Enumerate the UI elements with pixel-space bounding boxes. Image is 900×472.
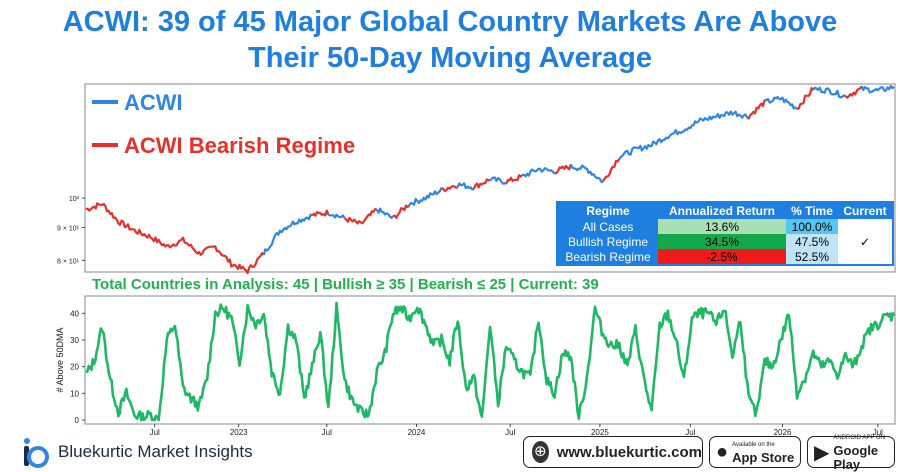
website-label: www.bluekurtic.com — [556, 443, 702, 461]
breadth-y-tick-label: 10 — [70, 389, 79, 398]
play-icon: ▶ — [814, 441, 830, 464]
row-return: 13.6% — [658, 219, 786, 234]
google-play-label: Google Play — [833, 442, 879, 472]
header-return: Annualized Return — [658, 202, 786, 219]
chart-title-line2: Their 50-Day Moving Average — [248, 42, 652, 74]
row-regime: Bearish Regime — [557, 249, 658, 265]
breadth-x-tick-label: 2025 — [591, 428, 609, 437]
breadth-panel-frame — [84, 295, 896, 425]
breadth-x-tick-label: Jul — [505, 428, 515, 437]
google-play-button[interactable]: ▶ ANDROID APP ON Google Play — [807, 434, 895, 471]
acwi-segment — [860, 84, 895, 94]
bearish-segment — [747, 99, 766, 120]
row-return: 34.5% — [658, 234, 786, 249]
acwi-segment — [375, 207, 394, 219]
price-series — [85, 84, 895, 275]
row-time: 47.5% — [786, 234, 838, 249]
regime-table-header: Regime Annualized Return % Time Current — [557, 202, 893, 219]
breadth-subtitle: Total Countries in Analysis: 45 | Bullis… — [92, 276, 599, 293]
breadth-y-tick-label: 20 — [70, 363, 79, 372]
regime-table: Regime Annualized Return % Time Current … — [556, 201, 894, 266]
breadth-y-tick-label: 30 — [70, 336, 79, 345]
bearish-segment — [392, 204, 410, 219]
app-store-button[interactable]: ● Available on the App Store — [709, 436, 801, 468]
brand-name: Bluekurtic Market Insights — [58, 442, 253, 461]
breadth-y-tick-label: 0 — [75, 416, 80, 425]
acwi-segment — [569, 163, 604, 184]
acwi-segment — [764, 95, 798, 110]
bearish-segment — [602, 158, 621, 182]
row-regime: Bullish Regime — [557, 234, 658, 249]
acwi-segment — [618, 110, 750, 160]
breadth-x-axis: Jul 2023 Jul 2024 Jul 2025 Jul 2026 Jul — [150, 424, 883, 437]
header-current: Current — [838, 202, 893, 219]
acwi-segment — [408, 187, 443, 207]
bearish-segment — [844, 85, 863, 99]
row-current: ✓ — [859, 234, 871, 249]
acwi-segment — [812, 86, 846, 99]
bearish-segment — [343, 208, 378, 225]
price-y-tick-label: 10² — [69, 196, 80, 203]
breadth-line — [85, 301, 896, 422]
legend-bearish-label: ACWI Bearish Regime — [124, 133, 355, 158]
header-regime: Regime — [557, 202, 658, 219]
chart-title-line1: ACWI: 39 of 45 Major Global Country Mark… — [62, 6, 838, 38]
breadth-x-tick-label: 2023 — [230, 428, 248, 437]
row-current — [838, 219, 893, 234]
row-regime: All Cases — [557, 219, 658, 234]
row-time: 52.5% — [786, 249, 838, 265]
app-store-label: App Store — [732, 449, 795, 465]
breadth-y-axis: 0 10 20 30 40 — [70, 309, 85, 425]
row-current — [838, 249, 893, 265]
table-row: Bullish Regime 34.5% 47.5% ✓ — [557, 234, 893, 249]
breadth-y-tick-label: 40 — [70, 309, 79, 318]
breadth-y-label: # Above 50DMA — [55, 327, 65, 392]
apple-icon: ● — [716, 440, 729, 463]
breadth-series — [85, 301, 896, 422]
acwi-segment — [522, 167, 556, 178]
row-return: -2.5% — [658, 249, 786, 265]
breadth-x-tick-label: Jul — [322, 428, 332, 437]
acwi-segment — [489, 176, 507, 185]
bearish-segment — [440, 184, 459, 193]
app-store-small-label: Available on the — [732, 441, 775, 448]
acwi-segment — [262, 213, 313, 256]
bearish-segment — [472, 178, 491, 190]
row-time: 100.0% — [786, 219, 838, 234]
bearish-segment — [796, 86, 815, 110]
acwi-segment — [327, 213, 346, 219]
bearish-segment — [554, 163, 572, 175]
breadth-x-tick-label: Jul — [873, 428, 883, 437]
brand-logo-icon — [24, 438, 49, 468]
header-time: % Time — [786, 202, 838, 219]
table-row: All Cases 13.6% 100.0% — [557, 219, 893, 234]
price-y-tick-label: 8 × 10¹ — [57, 258, 80, 265]
google-play-small-label: ANDROID APP ON — [833, 434, 885, 441]
bearish-segment — [505, 174, 524, 185]
bearish-segment — [311, 209, 330, 217]
acwi-segment — [456, 182, 475, 191]
price-y-axis: 8 × 10¹ 9 × 10¹ 10² — [57, 196, 85, 265]
bearish-segment — [85, 202, 265, 275]
price-panel-frame — [84, 83, 896, 273]
chart-title: ACWI: 39 of 45 Major Global Country Mark… — [0, 4, 900, 76]
legend-acwi-label: ACWI — [124, 90, 183, 115]
breadth-x-tick-label: 2026 — [774, 428, 792, 437]
table-row: Bearish Regime -2.5% 52.5% — [557, 249, 893, 265]
globe-icon: ⊕ — [532, 441, 549, 463]
price-y-tick-label: 9 × 10¹ — [57, 225, 80, 232]
breadth-x-tick-label: Jul — [150, 428, 160, 437]
breadth-x-tick-label: 2024 — [408, 428, 426, 437]
breadth-x-tick-label: Jul — [685, 428, 695, 437]
website-button[interactable]: ⊕ www.bluekurtic.com — [523, 436, 703, 468]
